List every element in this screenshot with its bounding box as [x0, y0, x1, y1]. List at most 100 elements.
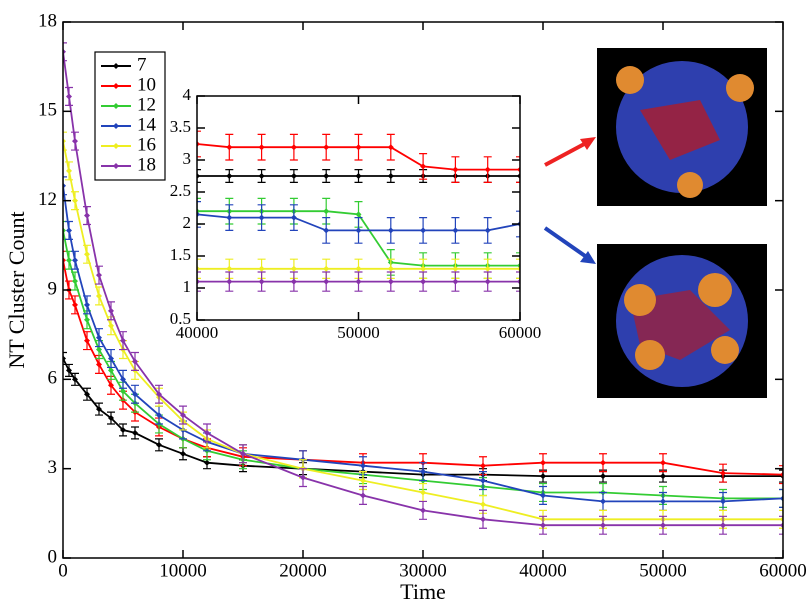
marker	[290, 173, 297, 179]
marker	[290, 144, 297, 151]
error-bar	[779, 515, 783, 535]
marker	[156, 412, 162, 419]
marker	[355, 265, 362, 272]
marker	[600, 473, 606, 480]
marker	[480, 477, 486, 484]
marker	[66, 227, 72, 234]
particle-core	[640, 100, 720, 160]
error-bar	[197, 130, 201, 158]
x-axis-label: Time	[400, 579, 446, 604]
marker	[355, 173, 362, 179]
series-group	[197, 130, 520, 292]
error-bar	[197, 271, 201, 292]
marker	[420, 278, 427, 285]
marker	[226, 265, 233, 272]
y-tick-label: 3.5	[170, 117, 191, 136]
marker	[84, 212, 90, 219]
cluster	[677, 172, 703, 198]
marker	[66, 167, 72, 174]
error-bar	[63, 42, 67, 62]
legend-label: 18	[137, 154, 156, 175]
arrow-head	[580, 137, 596, 150]
marker	[290, 214, 297, 221]
marker	[108, 355, 114, 362]
marker	[226, 214, 233, 221]
marker	[120, 337, 126, 344]
marker	[660, 522, 666, 529]
marker	[180, 450, 186, 457]
marker	[360, 492, 366, 499]
marker	[66, 367, 72, 374]
y-tick-label: 2	[183, 213, 192, 232]
marker	[360, 477, 366, 484]
marker	[204, 429, 210, 436]
marker	[72, 197, 78, 204]
x-tick-label: 60000	[759, 560, 807, 581]
marker	[720, 470, 726, 477]
marker	[72, 257, 78, 264]
x-tick-label: 20000	[279, 560, 327, 581]
cluster	[698, 273, 732, 307]
error-bar	[516, 271, 520, 292]
marker	[420, 265, 427, 272]
marker	[387, 144, 394, 151]
marker	[204, 459, 210, 466]
marker	[600, 498, 606, 505]
x-tick-label: 30000	[399, 560, 447, 581]
marker	[420, 507, 426, 514]
marker	[120, 376, 126, 383]
marker	[96, 346, 102, 353]
marker	[96, 361, 102, 368]
legend-label: 14	[137, 114, 157, 135]
marker	[120, 426, 126, 433]
series-group	[63, 42, 783, 535]
marker	[108, 382, 114, 389]
marker	[355, 211, 362, 218]
y-tick-label: 2.5	[170, 181, 191, 200]
y-tick-label: 15	[38, 100, 57, 121]
cluster	[711, 336, 739, 364]
marker	[84, 251, 90, 258]
marker	[323, 173, 330, 179]
marker	[387, 278, 394, 285]
marker	[84, 337, 90, 344]
marker	[108, 367, 114, 374]
legend-marker	[113, 143, 119, 149]
marker	[540, 473, 546, 480]
y-tick-label: 0	[48, 546, 58, 567]
marker	[355, 227, 362, 234]
arrow-blue	[543, 226, 590, 260]
marker	[226, 144, 233, 151]
marker	[96, 272, 102, 279]
marker	[480, 516, 486, 523]
legend-box	[94, 51, 166, 181]
marker	[484, 227, 491, 234]
marker	[355, 144, 362, 151]
x-tick-label: 10000	[159, 560, 207, 581]
y-tick-label: 0.5	[170, 309, 191, 328]
inset-plot: 0.5 1 1.5 2 2.5 3 3.5 4 40000 50000 60000	[170, 85, 542, 342]
marker	[258, 214, 265, 221]
y-tick-label: 4	[183, 85, 192, 104]
marker	[66, 257, 72, 264]
legend-label: 12	[137, 94, 156, 115]
marker	[720, 498, 726, 505]
y-tick-label: 6	[48, 368, 58, 389]
cluster	[624, 284, 656, 316]
error-bar	[197, 201, 201, 228]
marker	[660, 459, 666, 466]
marker	[387, 265, 394, 272]
marker	[660, 498, 666, 505]
y-tick-label: 3	[48, 457, 58, 478]
marker	[290, 278, 297, 285]
x-tick-label: 40000	[519, 560, 567, 581]
marker	[484, 166, 491, 173]
x-tick-label: 50000	[337, 323, 380, 342]
marker	[84, 391, 90, 398]
y-tick-label: 1.5	[170, 245, 191, 264]
marker	[72, 278, 78, 285]
marker	[660, 473, 666, 480]
marker	[420, 468, 426, 475]
marker	[120, 388, 126, 395]
marker	[600, 459, 606, 466]
